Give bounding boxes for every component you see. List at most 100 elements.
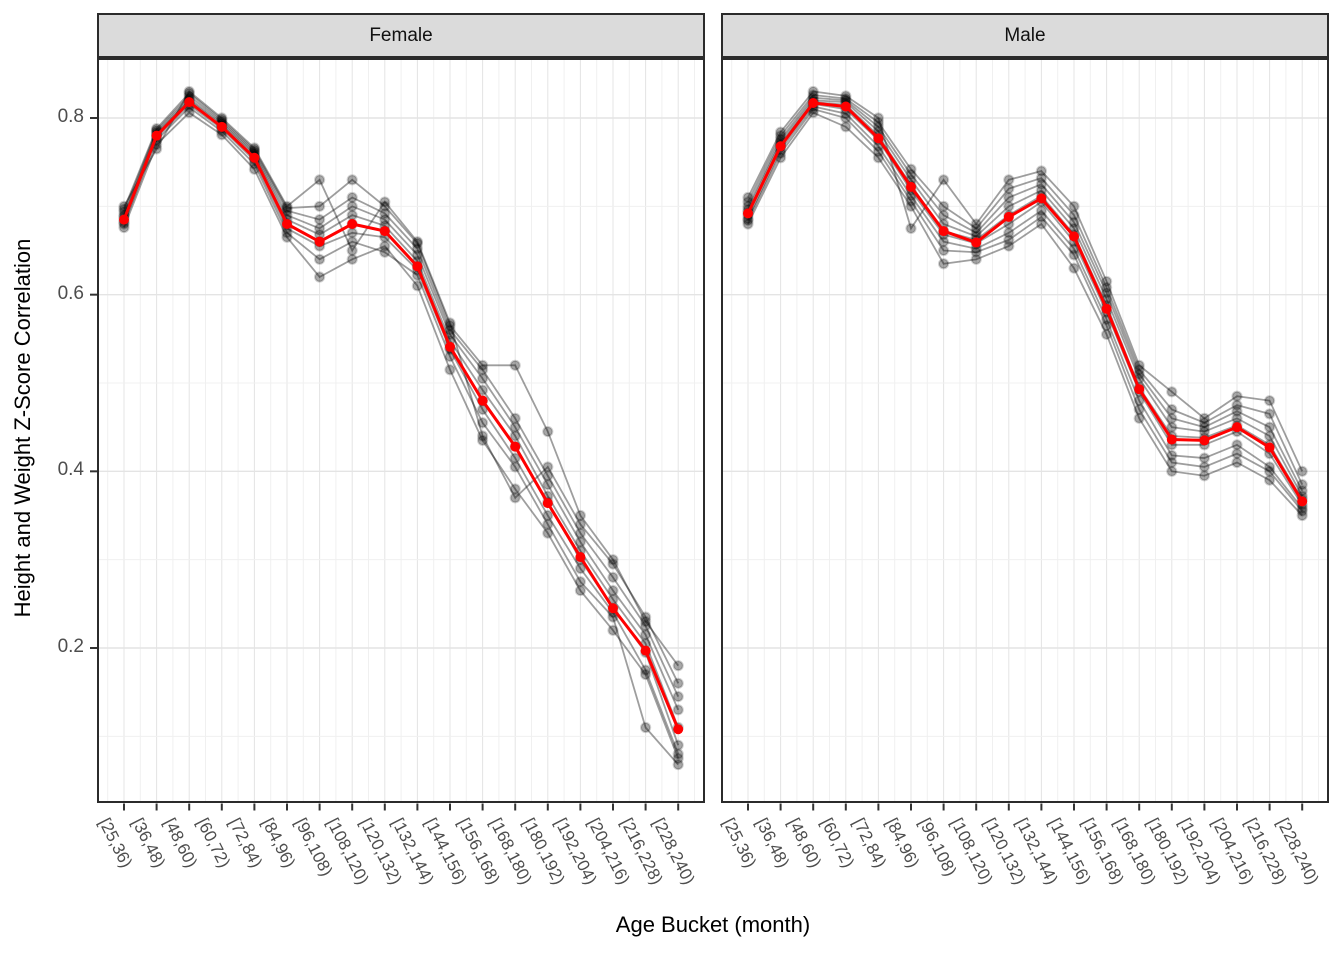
individual-data-point xyxy=(509,461,521,473)
mean-series-line xyxy=(746,101,1304,503)
individual-data-point xyxy=(938,258,950,270)
individual-data-point xyxy=(938,174,950,186)
mean-data-point xyxy=(808,97,819,108)
individual-data-point xyxy=(672,748,684,760)
individual-series-line xyxy=(747,111,1303,517)
mean-data-point xyxy=(510,441,521,452)
facet-strip-female: Female xyxy=(97,13,705,58)
individual-data-point xyxy=(379,196,391,208)
individual-data-point xyxy=(1003,183,1015,195)
mean-data-point xyxy=(379,226,390,237)
individual-data-point xyxy=(672,690,684,703)
individual-series-line xyxy=(123,90,680,684)
individual-data-point xyxy=(1166,386,1178,398)
individual-data-point xyxy=(477,364,489,376)
individual-data-point xyxy=(542,470,554,482)
individual-data-point xyxy=(905,200,917,212)
individual-data-point xyxy=(444,324,456,336)
x-axis-ticks xyxy=(747,803,1304,811)
individual-data-point xyxy=(542,425,554,438)
y-tick-label: 0.4 xyxy=(57,459,84,481)
panel-female xyxy=(97,58,705,803)
individual-data-point xyxy=(905,168,917,181)
mean-series-line xyxy=(122,100,680,730)
individual-data-point xyxy=(1035,211,1047,223)
mean-data-point xyxy=(1232,422,1242,433)
individual-data-point xyxy=(281,200,293,212)
individual-data-point xyxy=(509,412,521,424)
individual-data-point xyxy=(281,202,293,214)
individual-data-point xyxy=(509,483,521,495)
mean-data-point xyxy=(119,214,129,225)
individual-data-point xyxy=(379,246,391,258)
individual-data-point xyxy=(411,236,423,248)
individual-series-line xyxy=(747,101,1303,501)
mean-data-point xyxy=(1036,193,1047,204)
individual-data-point xyxy=(1264,421,1276,433)
individual-data-point xyxy=(1166,449,1178,462)
panel-male xyxy=(721,58,1329,803)
mean-data-point xyxy=(673,724,684,735)
individual-data-point xyxy=(607,624,619,636)
mean-data-point xyxy=(282,218,292,229)
individual-data-point xyxy=(1296,478,1308,491)
individual-data-point xyxy=(775,126,787,138)
individual-data-point xyxy=(807,85,819,98)
individual-data-point xyxy=(346,174,358,186)
individual-data-point xyxy=(872,152,884,164)
individual-data-point xyxy=(574,536,586,548)
individual-data-point xyxy=(872,121,884,133)
individual-data-point xyxy=(840,90,852,102)
individual-data-point xyxy=(1035,218,1047,230)
individual-data-point xyxy=(607,571,619,583)
individual-data-point xyxy=(938,236,950,248)
individual-data-point xyxy=(1296,465,1308,477)
individual-data-point xyxy=(542,518,554,530)
individual-data-point xyxy=(346,244,358,257)
individual-data-point xyxy=(346,253,358,265)
individual-data-point xyxy=(1264,430,1276,442)
individual-data-point xyxy=(1166,403,1178,416)
individual-data-point xyxy=(248,142,260,154)
individual-data-point xyxy=(1133,395,1145,407)
individual-data-point xyxy=(183,107,195,119)
mean-data-point xyxy=(1264,442,1275,453)
individual-data-point xyxy=(346,236,358,248)
individual-data-point xyxy=(281,231,293,243)
x-axis-ticks xyxy=(123,803,680,811)
individual-data-point xyxy=(938,244,950,257)
individual-data-point xyxy=(1231,390,1243,402)
mean-data-point xyxy=(1069,231,1079,242)
mean-data-point xyxy=(906,181,916,192)
mean-data-point xyxy=(873,133,884,144)
individual-data-point xyxy=(1035,165,1047,177)
individual-data-point xyxy=(1231,448,1243,460)
individual-series-line xyxy=(747,99,1303,497)
individual-data-point xyxy=(1133,364,1145,376)
individual-data-point xyxy=(1035,172,1047,184)
mean-data-point xyxy=(971,237,982,248)
individual-data-point xyxy=(672,677,684,689)
facet-label-female: Female xyxy=(369,24,433,46)
individual-data-point xyxy=(872,145,884,158)
mean-data-point xyxy=(216,121,227,132)
individual-data-point xyxy=(607,558,619,570)
individual-data-point xyxy=(1068,200,1080,212)
individual-data-point xyxy=(542,478,554,491)
mean-data-point xyxy=(775,141,786,152)
individual-data-point xyxy=(1166,465,1178,477)
individual-data-point xyxy=(574,518,586,530)
individual-data-point xyxy=(314,253,326,265)
individual-data-point xyxy=(672,739,684,751)
individual-data-point xyxy=(1231,439,1243,451)
individual-data-point xyxy=(509,359,521,371)
mean-data-point xyxy=(477,395,488,406)
individual-data-point xyxy=(1101,319,1113,332)
individual-data-point xyxy=(574,576,586,588)
individual-data-point xyxy=(970,253,982,265)
individual-data-point xyxy=(807,107,819,119)
individual-data-point xyxy=(314,271,326,283)
mean-data-point xyxy=(412,261,423,272)
individual-data-point xyxy=(640,664,652,676)
individual-series-line xyxy=(747,102,1303,506)
